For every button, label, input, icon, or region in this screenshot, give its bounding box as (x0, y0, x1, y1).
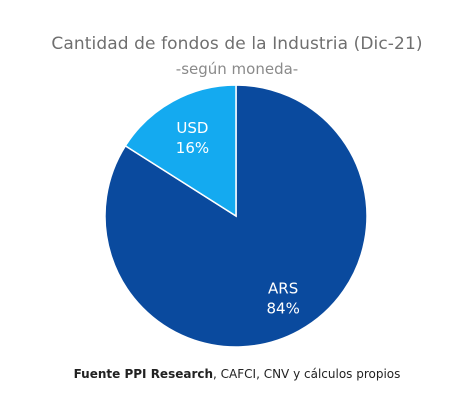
source-rest: , CAFCI, CNV y cálculos propios (213, 367, 401, 381)
slice-label-usd: USD (176, 119, 208, 137)
chart-subtitle: -según moneda- (175, 60, 299, 78)
slice-label-ars: ARS (268, 280, 298, 298)
pie-slice-usd (124, 84, 237, 218)
chart-title: Cantidad de fondos de la Industria (Dic-… (51, 34, 423, 54)
pie-slice-ars (104, 84, 368, 348)
slice-value-usd: 16% (176, 139, 209, 157)
slice-value-ars: 84% (266, 300, 299, 318)
source-bold: Fuente PPI Research (73, 367, 214, 381)
source-note: Fuente PPI Research, CAFCI, CNV y cálcul… (0, 367, 474, 381)
